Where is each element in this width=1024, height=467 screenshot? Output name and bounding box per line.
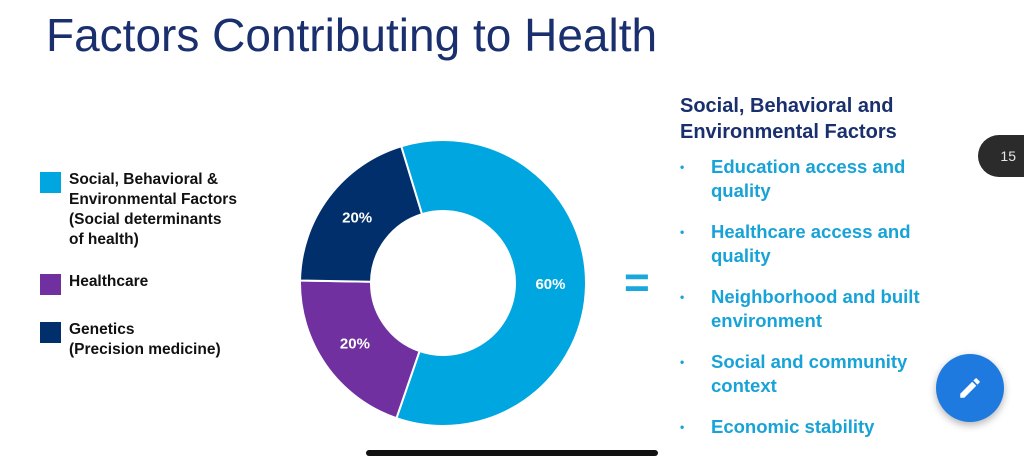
donut-slice-social [395,140,587,427]
factor-list: • Education access and quality • Healthcar… [680,155,950,439]
donut-slice-healthcare [299,279,421,420]
legend-swatch-genetics [40,322,61,343]
slice-label-social: 60% [535,276,565,293]
legend-label-genetics: Genetics (Precision medicine) [69,321,221,358]
factor-text: Neighborhood and built environment [711,286,920,331]
factor-item-healthcare: • Healthcare access and quality [680,220,950,268]
bullet: • [680,160,685,174]
legend-swatch-social [40,172,61,193]
bullet: • [680,225,685,239]
legend-item-healthcare: Healthcare [40,272,148,295]
factor-item-economic: • Economic stability [680,415,950,439]
page-number-tab[interactable]: 15 [978,135,1024,177]
home-indicator [366,450,658,456]
factor-text: Healthcare access and quality [711,221,911,266]
legend-label-social: Social, Behavioral & Environmental Facto… [69,171,237,248]
slide-title: Factors Contributing to Health [46,9,658,61]
factor-text: Social and community context [711,351,908,396]
factor-item-social: • Social and community context [680,350,950,398]
bullet: • [680,290,685,304]
equals-sign: = [624,258,650,307]
legend-label-healthcare: Healthcare [69,273,149,290]
legend-item-social: Social, Behavioral & Environmental Facto… [40,170,237,250]
factors-panel: Social, Behavioral and Environmental Fac… [680,93,950,456]
legend-item-genetics: Genetics (Precision medicine) [40,320,221,360]
donut-slice-genetics [299,144,424,283]
factors-heading: Social, Behavioral and Environmental Fac… [680,95,897,143]
factor-text: Education access and quality [711,156,906,201]
bullet: • [680,355,685,369]
factor-item-neighborhood: • Neighborhood and built environment [680,285,950,333]
legend-swatch-healthcare [40,274,61,295]
donut-chart: 60% 20% 20% [299,140,587,427]
edit-button[interactable] [936,354,1004,422]
factor-item-education: • Education access and quality [680,155,950,203]
slice-label-healthcare: 20% [340,336,370,353]
pencil-icon [960,378,980,398]
factor-text: Economic stability [711,416,875,437]
bullet: • [680,420,685,434]
slice-label-genetics: 20% [342,209,372,226]
